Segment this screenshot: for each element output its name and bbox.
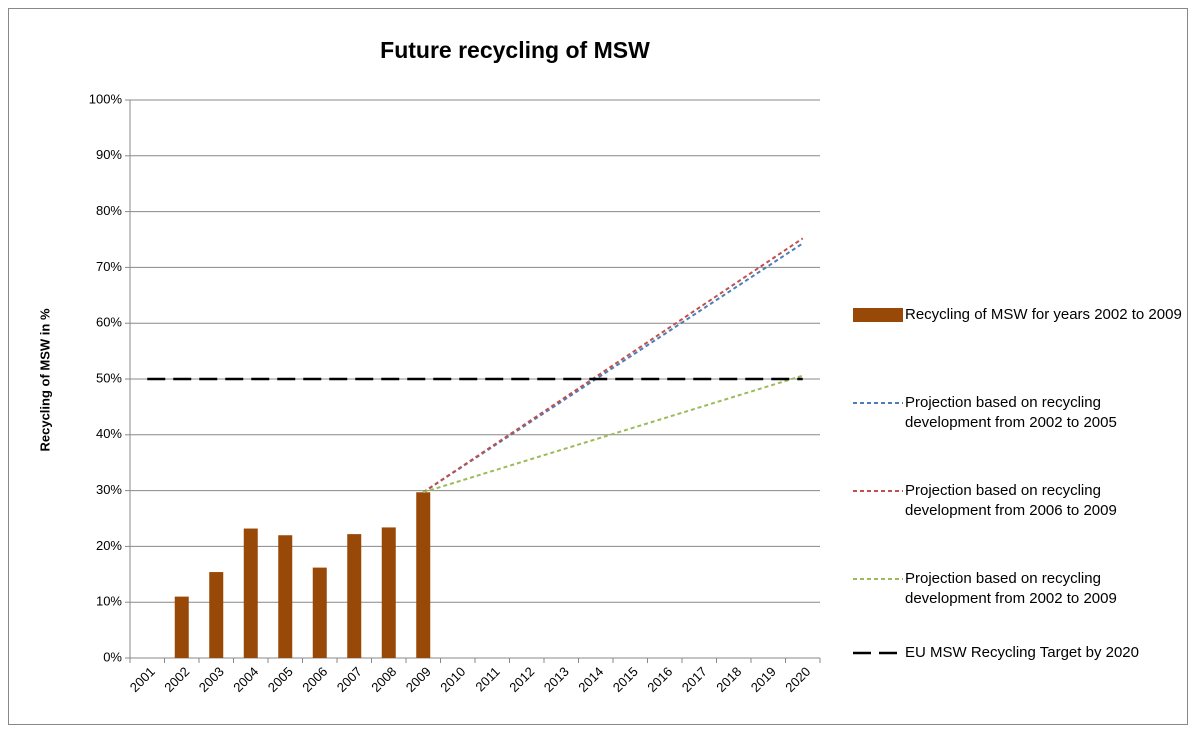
legend-label: Recycling of MSW for years 2002 to 2009 xyxy=(905,306,1182,323)
x-tick-label: 2001 xyxy=(127,664,158,695)
x-tick-label: 2006 xyxy=(299,664,330,695)
x-tick-label: 2019 xyxy=(748,664,779,695)
x-tick-label: 2002 xyxy=(161,664,192,695)
y-tick-label: 40% xyxy=(96,426,122,441)
x-tick-label: 2018 xyxy=(713,664,744,695)
y-tick-label: 0% xyxy=(103,649,122,664)
x-tick-label: 2003 xyxy=(196,664,227,695)
bar xyxy=(174,596,189,658)
x-tick-label: 2011 xyxy=(472,664,502,694)
x-tick-label: 2005 xyxy=(265,664,296,695)
y-tick-label: 50% xyxy=(96,370,122,385)
projection-line xyxy=(422,242,804,494)
x-tick-label: 2014 xyxy=(575,664,606,695)
y-tick-label: 10% xyxy=(96,594,122,609)
legend-label: Projection based on recycling developmen… xyxy=(905,570,1117,607)
y-tick-label: 90% xyxy=(96,147,122,162)
x-tick-label: 2007 xyxy=(334,664,365,695)
y-tick-label: 20% xyxy=(96,538,122,553)
bar xyxy=(278,535,293,658)
bar xyxy=(416,492,431,658)
x-tick-label: 2004 xyxy=(230,664,261,695)
y-tick-label: 70% xyxy=(96,259,122,274)
bar xyxy=(243,528,258,658)
y-axis-label: Recycling of MSW in % xyxy=(37,308,52,451)
chart-title: Future recycling of MSW xyxy=(380,37,650,63)
legend-label: EU MSW Recycling Target by 2020 xyxy=(905,644,1139,661)
x-tick-label: 2017 xyxy=(679,664,710,695)
bar xyxy=(347,534,362,658)
y-tick-label: 80% xyxy=(96,203,122,218)
legend-label: Projection based on recycling developmen… xyxy=(905,482,1117,519)
projection-line xyxy=(422,374,804,494)
x-tick-label: 2012 xyxy=(506,664,537,695)
x-tick-label: 2020 xyxy=(782,664,813,695)
bar xyxy=(312,567,327,658)
chart-frame xyxy=(8,8,1188,725)
x-tick-label: 2013 xyxy=(541,664,572,695)
x-tick-label: 2009 xyxy=(403,664,434,695)
y-tick-label: 100% xyxy=(89,91,123,106)
legend-label: Projection based on recycling developmen… xyxy=(905,394,1117,431)
x-tick-label: 2016 xyxy=(644,664,675,695)
x-tick-label: 2010 xyxy=(437,664,468,695)
legend-swatch xyxy=(853,308,903,322)
x-tick-label: 2008 xyxy=(368,664,399,695)
y-tick-label: 60% xyxy=(96,315,122,330)
y-tick-label: 30% xyxy=(96,482,122,497)
bar xyxy=(381,527,396,658)
x-tick-label: 2015 xyxy=(610,664,641,695)
projection-line xyxy=(422,237,804,494)
bar xyxy=(209,572,224,658)
